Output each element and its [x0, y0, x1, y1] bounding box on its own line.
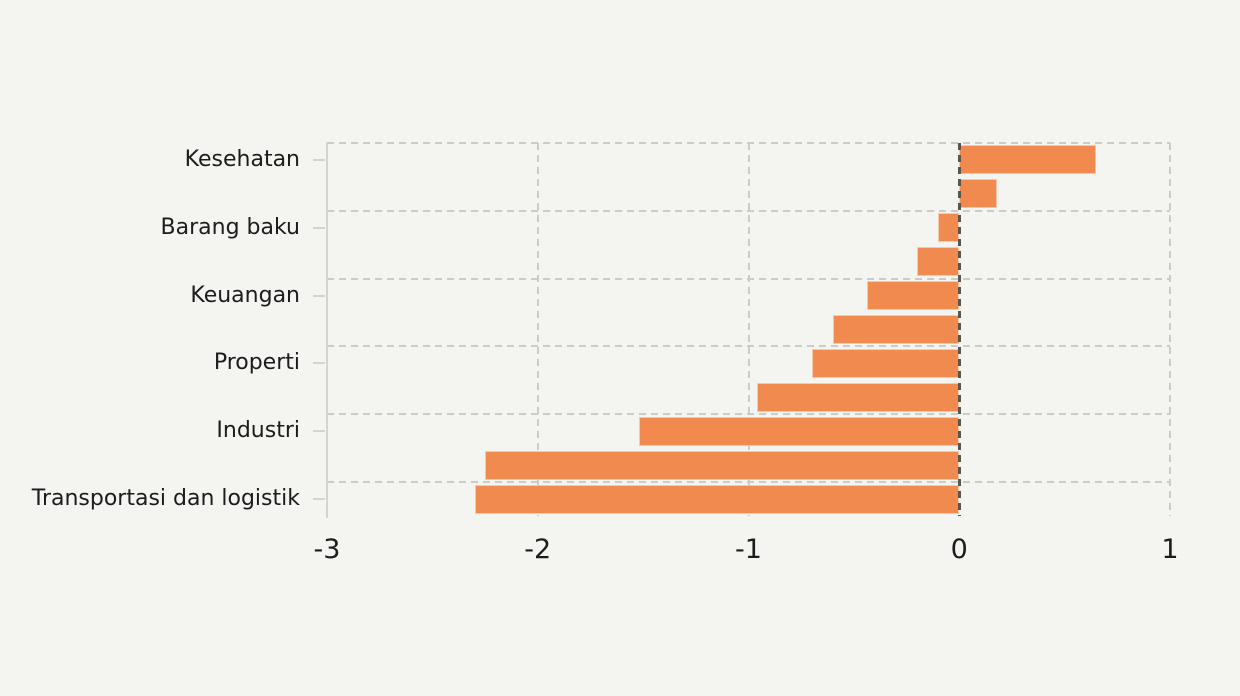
bar [938, 213, 960, 243]
y-axis-tick [313, 498, 325, 501]
vertical-gridline [536, 143, 539, 516]
bar [917, 247, 960, 277]
vertical-gridline [1169, 143, 1171, 516]
bar [485, 450, 960, 480]
y-axis-label: Kesehatan [184, 146, 300, 172]
bar [866, 281, 960, 311]
y-axis-tick [313, 158, 325, 161]
bar [959, 179, 998, 209]
y-axis-label: Industri [216, 418, 300, 444]
x-axis-tick-label: -2 [524, 534, 552, 565]
zero-line [957, 143, 961, 516]
plot-area [313, 142, 1171, 518]
y-axis-tick [313, 362, 325, 365]
vertical-gridline [747, 143, 750, 516]
bar [638, 416, 960, 446]
y-axis-label: Properti [213, 350, 300, 376]
bar [832, 315, 960, 344]
y-axis-tick [313, 226, 325, 229]
x-axis-tick-label: -1 [735, 534, 762, 565]
y-axis-label: Transportasi dan logistik [31, 486, 300, 512]
x-axis-tick-label: 1 [1161, 534, 1179, 565]
x-axis-tick-label: -3 [313, 534, 341, 565]
y-axis-tick [313, 430, 325, 433]
bar [959, 145, 1097, 175]
y-axis-label: Keuangan [190, 282, 300, 308]
y-axis-tick [313, 294, 325, 297]
bar [474, 484, 960, 514]
bar [756, 382, 960, 412]
y-axis-spine [326, 143, 328, 518]
y-axis-label: Barang baku [160, 214, 300, 240]
x-axis-tick-label: 0 [950, 534, 968, 565]
bar [811, 348, 960, 378]
